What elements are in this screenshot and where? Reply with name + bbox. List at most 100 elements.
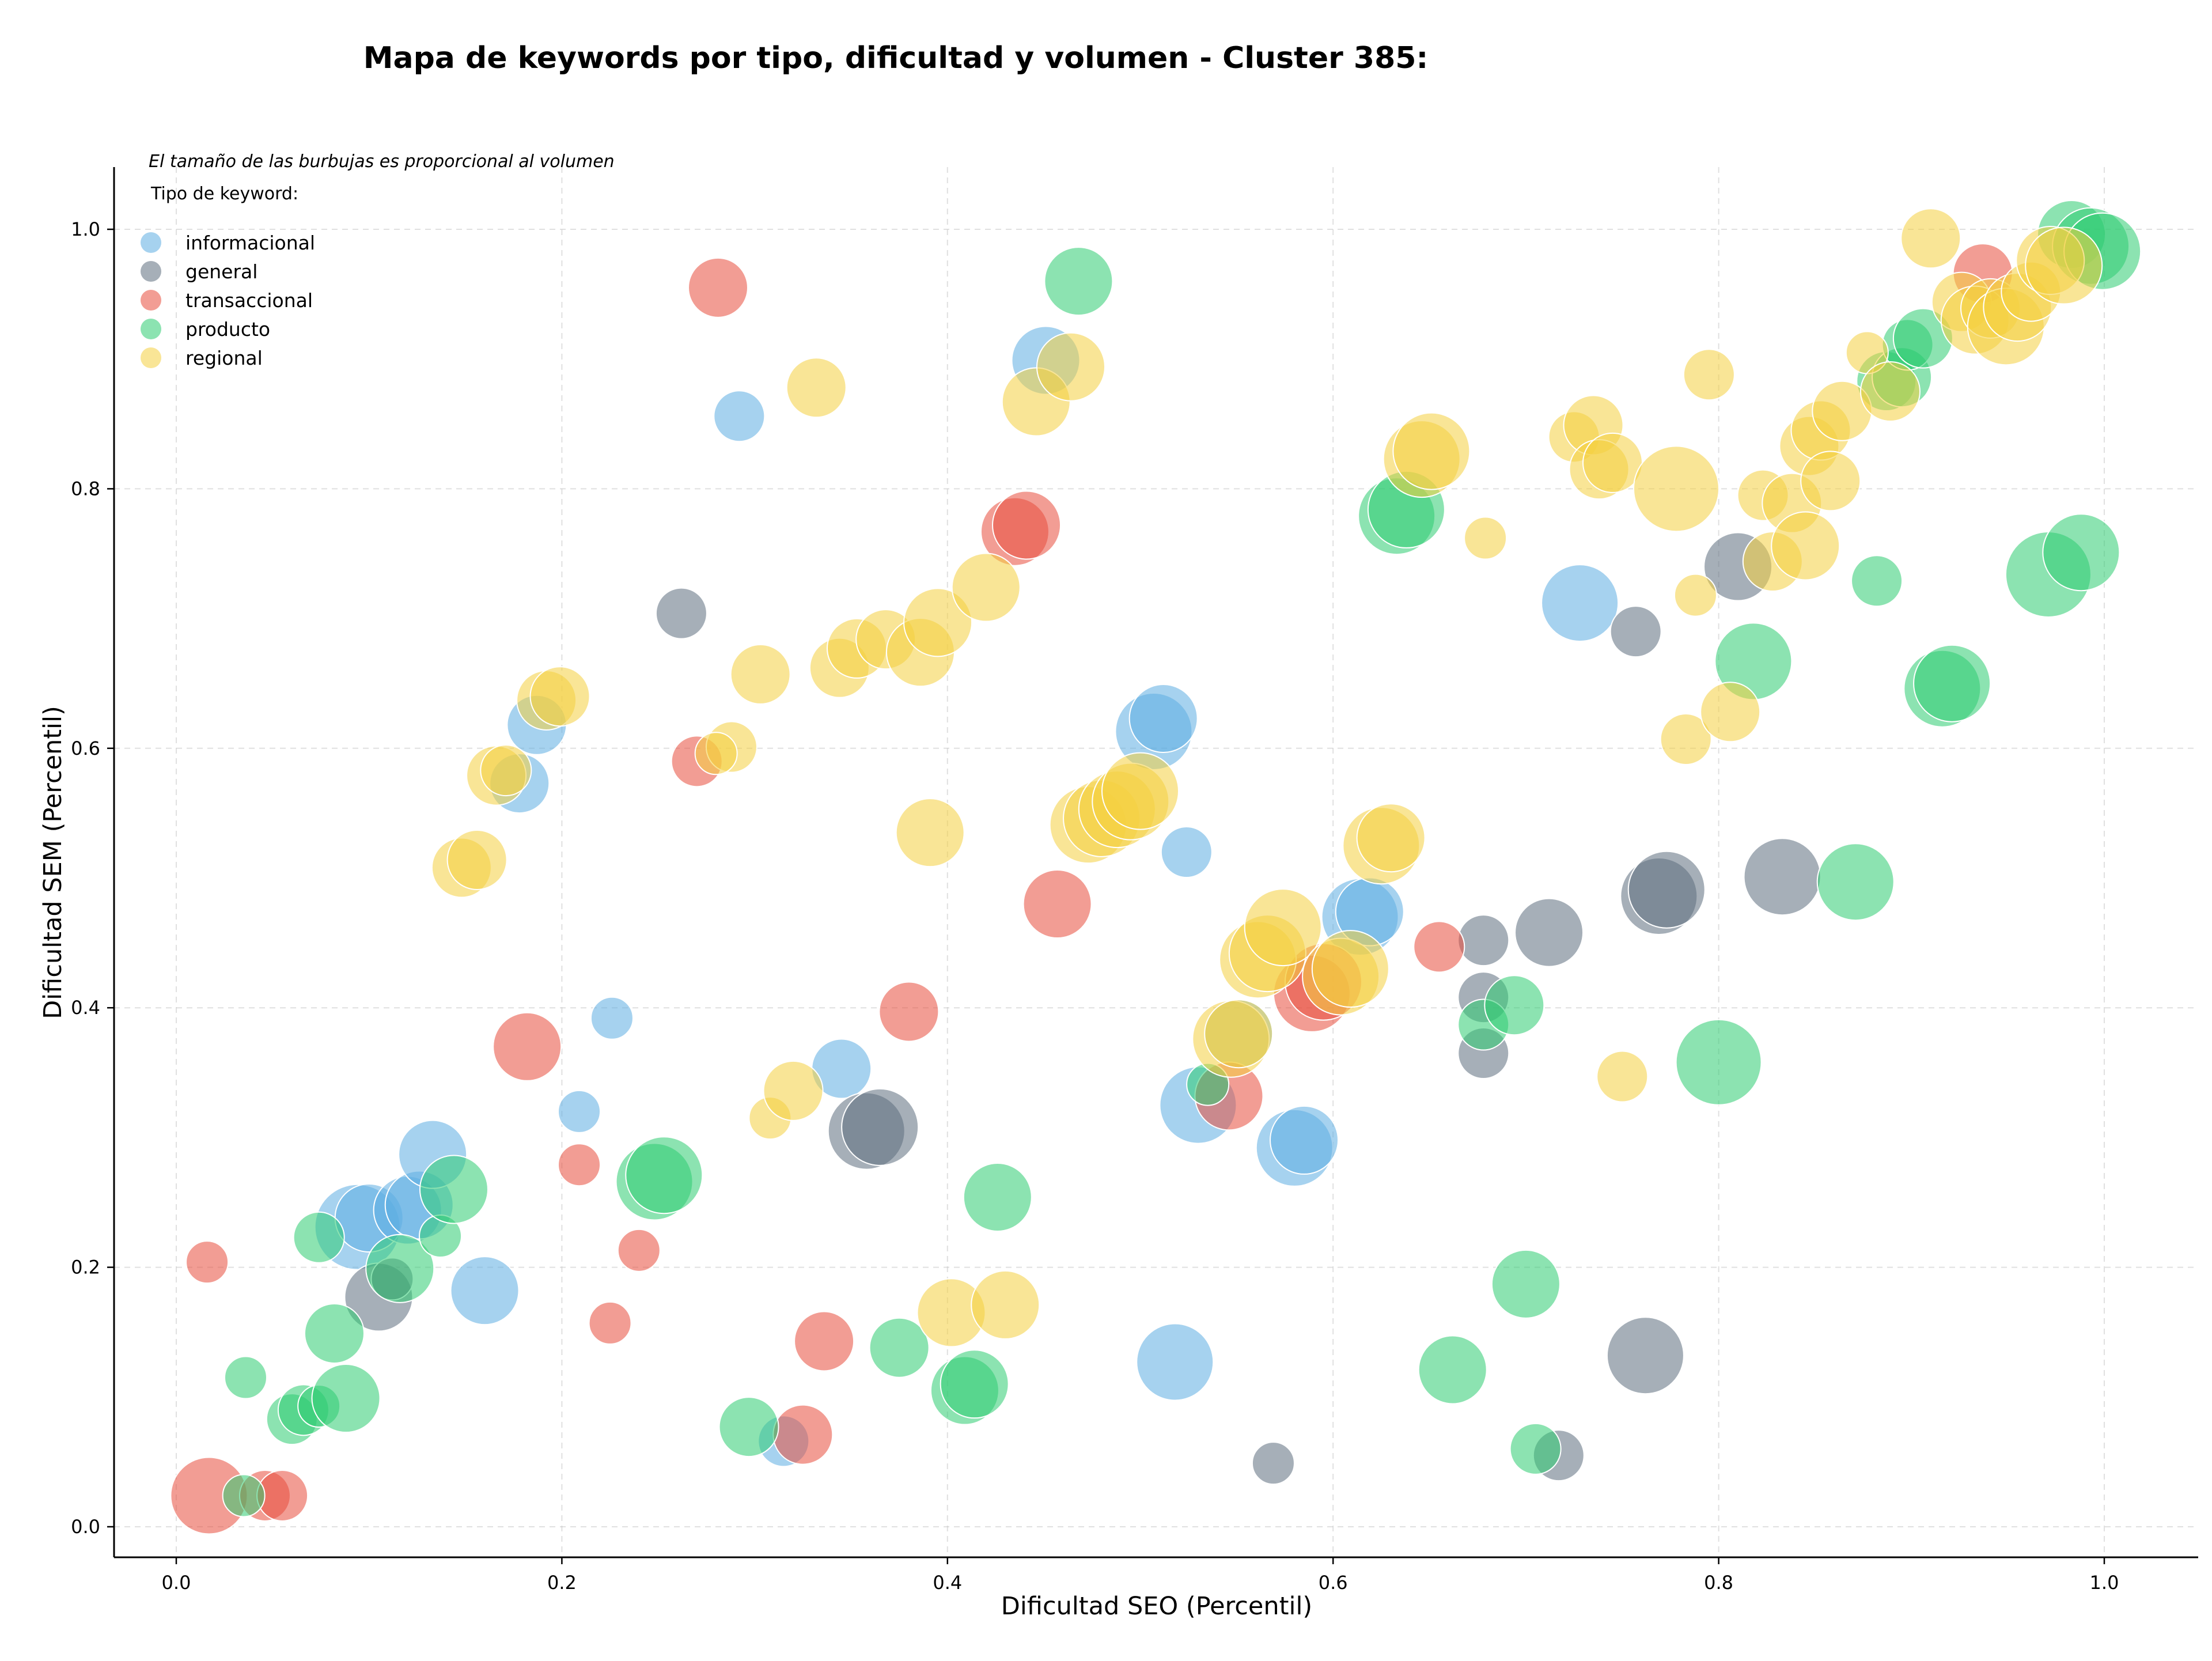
bubble-general bbox=[1609, 606, 1662, 658]
bubble-regional bbox=[1101, 752, 1179, 830]
bubble-regional bbox=[1859, 361, 1921, 422]
bubble-regional bbox=[1311, 930, 1389, 1008]
chart-title: Mapa de keywords por tipo, dificultad y … bbox=[363, 41, 1429, 75]
legend-marker-general bbox=[141, 261, 161, 282]
legend-label-regional: regional bbox=[185, 347, 263, 369]
bubble-producto bbox=[625, 1136, 703, 1214]
bubble-transaccional bbox=[1413, 921, 1465, 973]
bubble-producto bbox=[2042, 513, 2120, 592]
bubble-regional bbox=[1464, 516, 1508, 560]
bubble-regional bbox=[1673, 573, 1717, 617]
bubble-general bbox=[1743, 838, 1821, 916]
bubble-regional bbox=[1800, 451, 1861, 512]
bubble-transaccional bbox=[558, 1143, 601, 1187]
bubble-regional bbox=[951, 553, 1021, 622]
bubble-regional bbox=[903, 588, 973, 657]
bubble-regional bbox=[1660, 713, 1712, 766]
bubble-transaccional bbox=[772, 1404, 834, 1465]
bubble-regional bbox=[1596, 1050, 1649, 1103]
bubble-regional bbox=[2025, 226, 2103, 305]
bubbles bbox=[170, 200, 2142, 1535]
bubble-regional bbox=[1900, 208, 1961, 269]
bubble-regional bbox=[480, 744, 532, 797]
bubble-regional bbox=[730, 644, 791, 705]
legend-marker-informacional bbox=[141, 232, 161, 253]
legend-label-transaccional: transaccional bbox=[185, 289, 313, 312]
bubble-informacional bbox=[558, 1089, 601, 1133]
bubble-producto bbox=[1484, 975, 1545, 1036]
series-producto bbox=[222, 200, 2142, 1518]
bubble-informacional bbox=[450, 1256, 520, 1326]
x-tick-label: 0.0 bbox=[162, 1572, 191, 1594]
bubble-transaccional bbox=[493, 1012, 562, 1081]
x-axis-label: Dificultad SEO (Percentil) bbox=[1001, 1592, 1312, 1621]
legend-marker-producto bbox=[141, 319, 161, 339]
bubble-general bbox=[1251, 1441, 1295, 1485]
bubble-producto bbox=[1044, 247, 1113, 316]
y-tick-label: 0.6 bbox=[71, 737, 100, 759]
bubble-producto bbox=[963, 1162, 1032, 1232]
bubble-general bbox=[655, 587, 707, 640]
legend-marker-transaccional bbox=[141, 290, 161, 311]
legend-title: Tipo de keyword: bbox=[150, 184, 298, 204]
bubble-producto bbox=[1816, 843, 1895, 921]
bubble-producto bbox=[869, 1317, 930, 1378]
bubble-regional bbox=[1392, 412, 1471, 490]
bubble-regional bbox=[763, 1060, 824, 1121]
series-regional bbox=[431, 208, 2103, 1348]
bubble-regional bbox=[971, 1270, 1040, 1340]
bubble-general bbox=[841, 1088, 919, 1166]
y-axis-label: Dificultad SEM (Percentil) bbox=[39, 706, 67, 1019]
x-tick-label: 1.0 bbox=[2090, 1572, 2119, 1594]
bubble-informacional bbox=[1269, 1105, 1339, 1175]
axes bbox=[113, 167, 2198, 1558]
legend-items: informacional general transaccional product… bbox=[141, 232, 315, 369]
bubble-regional bbox=[786, 357, 847, 418]
bubble-general bbox=[1627, 850, 1706, 929]
bubble-transaccional bbox=[617, 1228, 661, 1272]
x-tick-label: 0.4 bbox=[933, 1572, 962, 1594]
ticks: 0.0 0.0 0.2 0.2 0.4 0.4 0.6 0.6 0.8 0.8 1.0 1.0 bbox=[71, 218, 2119, 1594]
y-tick-label: 0.0 bbox=[71, 1516, 100, 1538]
bubble-regional bbox=[529, 666, 590, 727]
legend-label-general: general bbox=[185, 260, 257, 283]
bubble-transaccional bbox=[1022, 869, 1092, 939]
bubble-producto bbox=[304, 1303, 365, 1364]
bubble-producto bbox=[293, 1211, 345, 1263]
bubble-producto bbox=[1491, 1249, 1560, 1319]
bubble-regional bbox=[1244, 888, 1322, 967]
bubble-regional bbox=[1356, 803, 1426, 873]
x-tick-label: 0.2 bbox=[547, 1572, 577, 1594]
y-tick-label: 0.8 bbox=[71, 478, 100, 500]
bubble-regional bbox=[1633, 445, 1719, 532]
bubble-informacional bbox=[590, 996, 634, 1040]
y-tick-label: 0.4 bbox=[71, 997, 100, 1019]
y-tick-label: 1.0 bbox=[71, 218, 100, 240]
bubble-producto bbox=[1913, 644, 1991, 722]
bubble-regional bbox=[895, 798, 965, 868]
bubble-producto bbox=[1851, 555, 1903, 607]
bubble-transaccional bbox=[878, 981, 940, 1042]
bubble-transaccional bbox=[992, 490, 1062, 560]
bubble-producto bbox=[1509, 1422, 1562, 1475]
legend-label-informacional: informacional bbox=[185, 232, 315, 254]
bubble-producto bbox=[940, 1349, 1009, 1419]
bubble-transaccional bbox=[688, 257, 749, 318]
bubble-regional bbox=[1036, 332, 1106, 402]
legend: El tamaño de las burbujas es proporciona… bbox=[141, 152, 615, 369]
bubble-general bbox=[1606, 1316, 1684, 1395]
bubble-regional bbox=[446, 829, 507, 890]
bubble-general bbox=[1514, 898, 1584, 967]
y-tick-label: 0.2 bbox=[71, 1257, 100, 1278]
bubble-transaccional bbox=[588, 1301, 632, 1345]
legend-note: El tamaño de las burbujas es proporciona… bbox=[149, 152, 615, 172]
bubble-general bbox=[1457, 914, 1510, 967]
bubble-informacional bbox=[1541, 564, 1619, 642]
bubble-producto bbox=[718, 1397, 779, 1458]
bubble-regional bbox=[1771, 511, 1840, 581]
bubble-producto bbox=[365, 1234, 435, 1303]
bubble-producto bbox=[311, 1364, 381, 1433]
bubble-producto bbox=[222, 1474, 266, 1518]
bubble-regional bbox=[1683, 349, 1735, 401]
